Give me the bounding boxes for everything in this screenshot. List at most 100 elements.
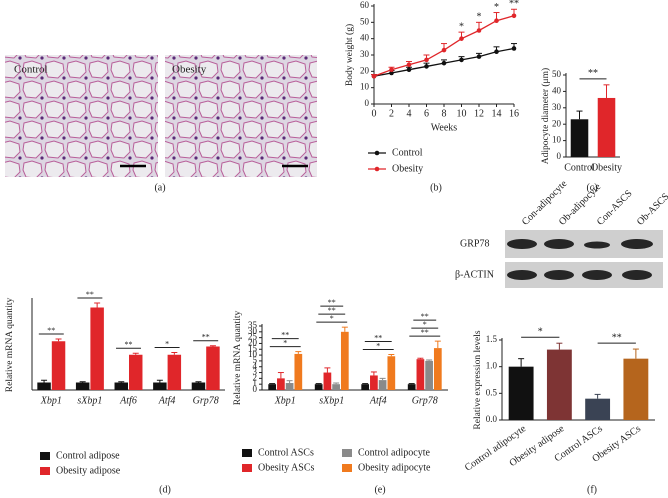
x-tick-label: 4	[407, 108, 412, 119]
point	[476, 28, 482, 33]
bar	[387, 356, 396, 390]
significance: *	[494, 2, 499, 13]
x-tick-label: 10	[457, 108, 467, 119]
bar	[425, 360, 433, 390]
legend-swatch	[342, 449, 352, 457]
legend-label: Obesity adipose	[56, 465, 121, 476]
y-axis-label: Relative mRNA quantity	[233, 311, 243, 406]
bar	[294, 353, 303, 390]
bar	[416, 359, 425, 390]
panel-label: (e)	[374, 484, 385, 495]
y-tick-label: 50	[360, 16, 370, 26]
bar	[191, 382, 206, 390]
x-tick-label: Obesity	[591, 162, 622, 173]
legend-swatch	[242, 449, 252, 457]
significance: *	[423, 320, 427, 329]
y-tick-label: 10	[552, 135, 562, 145]
legend-marker	[374, 150, 380, 156]
point	[459, 36, 464, 41]
bar	[570, 119, 589, 157]
significance: **	[86, 290, 94, 299]
point	[389, 70, 394, 76]
x-axis-label: Weeks	[431, 122, 458, 133]
legend-swatch	[342, 464, 352, 472]
x-tick-label: 16	[509, 108, 519, 119]
bar	[323, 372, 332, 390]
y-tick-label: 30	[248, 326, 258, 336]
significance: **	[328, 298, 336, 307]
panel-label: (c)	[586, 182, 597, 193]
bar	[314, 384, 323, 390]
significance: **	[47, 326, 55, 335]
x-tick-label: sXbp1	[77, 395, 102, 406]
bar	[37, 382, 51, 390]
legend-label: Obesity ASCs	[258, 462, 315, 473]
bar	[361, 384, 370, 390]
x-tick-label: 2	[389, 108, 394, 119]
x-tick-label: Grp78	[412, 395, 438, 406]
bar	[75, 382, 90, 390]
y-tick-label: 50	[552, 69, 562, 79]
bar	[623, 358, 649, 420]
bar	[332, 384, 340, 390]
point	[406, 67, 412, 72]
y-tick-label: 10	[248, 349, 258, 359]
y-tick-label: 0	[365, 98, 370, 108]
x-tick-label: 12	[474, 108, 484, 119]
significance: **	[421, 328, 429, 337]
y-axis-label: Adipocyte diameter (μm)	[540, 68, 551, 164]
point	[494, 18, 499, 24]
y-tick-label: 5	[253, 355, 258, 365]
bar	[285, 383, 294, 390]
y-tick-label: 1.5	[486, 334, 498, 344]
y-tick-label: 30	[552, 102, 562, 112]
point	[494, 49, 499, 55]
x-tick-label: Atf6	[119, 395, 137, 406]
point	[371, 73, 377, 79]
x-tick-label: Grp78	[193, 395, 219, 406]
x-tick-label: 6	[424, 108, 429, 119]
y-tick-label: 1	[253, 378, 258, 388]
bar	[90, 307, 104, 390]
x-tick-label: Xbp1	[40, 395, 62, 406]
significance: *	[538, 326, 543, 337]
y-tick-label: 35	[248, 320, 258, 330]
y-tick-label: 25	[248, 332, 258, 342]
bar	[51, 341, 66, 390]
bar	[433, 348, 442, 390]
significance: **	[328, 306, 336, 315]
bar	[508, 366, 534, 420]
panel-label: (f)	[587, 484, 597, 495]
legend-marker	[374, 166, 380, 172]
x-tick-label: 8	[442, 108, 447, 119]
y-tick-label: 2	[253, 372, 258, 382]
x-tick-label: Control adipocyte	[463, 423, 529, 474]
significance: **	[202, 333, 210, 342]
micrograph-label: Obesity	[172, 64, 207, 76]
micrograph	[5, 55, 158, 177]
y-tick-label: 0.0	[486, 414, 498, 424]
bar	[206, 346, 220, 390]
micrograph-label: Control	[14, 64, 48, 76]
y-axis-label: Relative expression levels	[473, 330, 483, 429]
bar	[167, 354, 182, 390]
significance: **	[374, 333, 382, 342]
point	[511, 13, 517, 19]
panel-label: (d)	[159, 484, 171, 495]
bar	[153, 382, 167, 390]
x-tick-label: sXbp1	[319, 395, 344, 406]
bar	[340, 331, 349, 390]
bar	[129, 354, 143, 390]
micrograph	[165, 55, 317, 177]
bar	[268, 384, 277, 390]
y-tick-label: 60	[360, 0, 370, 10]
point	[389, 67, 394, 72]
blot-row-label: β-ACTIN	[455, 269, 494, 280]
x-tick-label: Atf4	[369, 395, 387, 406]
y-tick-label: 40	[360, 33, 370, 43]
y-tick-label: 3	[253, 367, 258, 377]
legend-label: Obesity adipocyte	[358, 462, 431, 473]
y-tick-label: 40	[552, 85, 562, 95]
significance: *	[330, 314, 334, 323]
